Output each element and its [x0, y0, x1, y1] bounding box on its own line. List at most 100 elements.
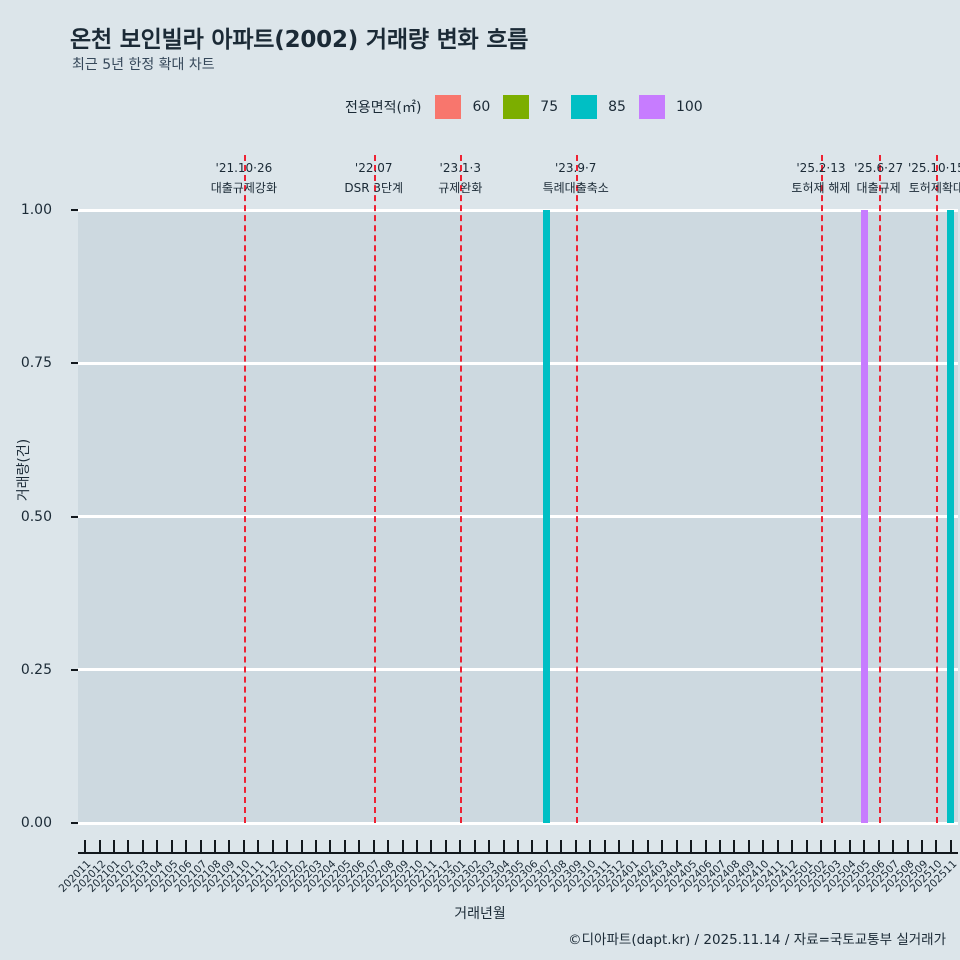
x-tick-mark — [545, 840, 548, 853]
x-tick-mark — [228, 840, 231, 853]
x-tick-mark — [156, 840, 159, 853]
gridline — [78, 208, 958, 212]
y-tick-label: 0.75 — [20, 355, 52, 372]
event-date: '21.10·26 — [215, 161, 273, 175]
event-annotation: '25.10·15 토허제확대 — [908, 158, 960, 198]
x-tick-mark — [502, 840, 505, 853]
x-tick-mark — [329, 840, 332, 853]
gridline — [78, 515, 958, 518]
event-label: 대출규제 — [856, 181, 901, 195]
x-tick-mark — [632, 840, 635, 853]
x-tick-mark — [358, 840, 361, 853]
x-axis-line — [78, 852, 958, 854]
event-marker-line — [936, 155, 939, 823]
x-tick-mark — [805, 840, 808, 853]
legend-label-100: 100 — [675, 99, 703, 115]
x-tick-mark — [733, 840, 736, 853]
event-label: 대출규제강화 — [210, 181, 278, 195]
legend-label-85: 85 — [608, 99, 626, 115]
x-tick-mark — [690, 840, 693, 853]
y-tick-label: 0.00 — [20, 815, 52, 831]
x-tick-mark — [242, 840, 245, 853]
gridline — [78, 668, 958, 672]
page-subtitle: 최근 5년 한정 확대 차트 — [72, 57, 215, 73]
y-tick-mark — [71, 668, 78, 671]
bar-202505-100[interactable] — [860, 210, 868, 823]
x-tick-mark — [84, 840, 87, 853]
x-tick-mark — [300, 840, 303, 853]
event-date: '22.07 — [354, 161, 393, 175]
chart-legend: 전용면적(㎡) 60 75 85 100 — [345, 92, 716, 122]
event-marker-line — [243, 155, 246, 823]
legend-swatch-60 — [435, 95, 462, 119]
legend-item-100[interactable]: 100 — [638, 95, 716, 119]
page-title: 온천 보인빌라 아파트(2002) 거래량 변화 흐름 — [70, 27, 529, 53]
event-label: 토허제 해제 — [791, 181, 851, 195]
x-tick-mark — [199, 840, 202, 853]
y-tick-mark — [71, 209, 78, 211]
event-annotation: '23.1·3 규제완화 — [438, 158, 482, 198]
bar-202511-85[interactable] — [947, 210, 955, 823]
y-tick-label: 1.00 — [20, 202, 52, 218]
event-marker-line — [575, 155, 578, 823]
event-annotation: '22.07 DSR 3단계 — [344, 158, 403, 198]
x-tick-mark — [257, 840, 260, 853]
x-tick-mark — [704, 840, 707, 853]
x-tick-mark — [214, 840, 217, 853]
x-tick-mark — [863, 840, 866, 853]
y-tick-mark — [71, 362, 78, 365]
legend-swatch-100 — [638, 95, 665, 119]
event-annotation: '25.2·13 토허제 해제 — [791, 158, 850, 198]
x-tick-mark — [141, 840, 144, 853]
x-tick-mark — [286, 840, 289, 853]
x-tick-mark — [488, 840, 491, 853]
event-annotation: '25.6·27 대출규제 — [854, 158, 903, 198]
event-label: 특례대출축소 — [542, 181, 609, 195]
x-tick-mark — [127, 840, 130, 853]
x-tick-mark — [517, 840, 519, 853]
x-tick-mark — [675, 840, 678, 853]
x-tick-mark — [459, 840, 462, 853]
x-tick-mark — [589, 840, 592, 853]
legend-swatch-85 — [571, 95, 598, 119]
y-tick-label: 0.25 — [20, 661, 52, 678]
legend-title: 전용면적(㎡) — [345, 100, 422, 116]
event-label: 토허제확대 — [908, 181, 960, 195]
x-tick-mark — [444, 840, 447, 853]
x-axis-title: 거래년월 — [454, 906, 506, 922]
legend-item-75[interactable]: 75 — [503, 95, 571, 119]
x-tick-mark — [906, 840, 909, 853]
bar-202307-85[interactable] — [543, 210, 551, 823]
x-tick-mark — [762, 840, 765, 853]
event-label: DSR 3단계 — [344, 181, 404, 195]
x-tick-mark — [617, 840, 620, 853]
x-tick-mark — [372, 840, 375, 853]
x-tick-mark — [892, 840, 895, 853]
event-annotation: '23.9·7 특례대출축소 — [543, 158, 609, 198]
event-date: '25.2·13 — [796, 161, 846, 175]
x-tick-mark — [271, 840, 274, 853]
x-tick-mark — [185, 840, 188, 853]
plot-area — [78, 155, 958, 825]
event-marker-line — [878, 155, 881, 823]
x-tick-mark — [343, 840, 346, 853]
x-tick-mark — [747, 840, 750, 853]
x-tick-mark — [603, 840, 606, 853]
event-marker-line — [460, 155, 463, 823]
x-tick-mark — [401, 840, 404, 853]
x-tick-mark — [949, 840, 952, 853]
legend-item-60[interactable]: 60 — [435, 95, 503, 119]
x-tick-mark — [646, 840, 649, 853]
event-date: '23.1·3 — [439, 161, 482, 175]
x-tick-mark — [531, 840, 534, 853]
event-annotation: '21.10·26 대출규제강화 — [211, 158, 277, 198]
legend-item-85[interactable]: 85 — [571, 95, 639, 119]
x-tick-mark — [473, 840, 476, 853]
gridline — [78, 821, 958, 825]
event-date: '23.9·7 — [554, 161, 597, 175]
legend-label-60: 60 — [472, 99, 491, 115]
x-tick-mark — [113, 840, 116, 853]
x-tick-mark — [387, 840, 390, 853]
footer-credit: ©디아파트(dapt.kr) / 2025.11.14 / 자료=국토교통부 실… — [568, 932, 946, 948]
